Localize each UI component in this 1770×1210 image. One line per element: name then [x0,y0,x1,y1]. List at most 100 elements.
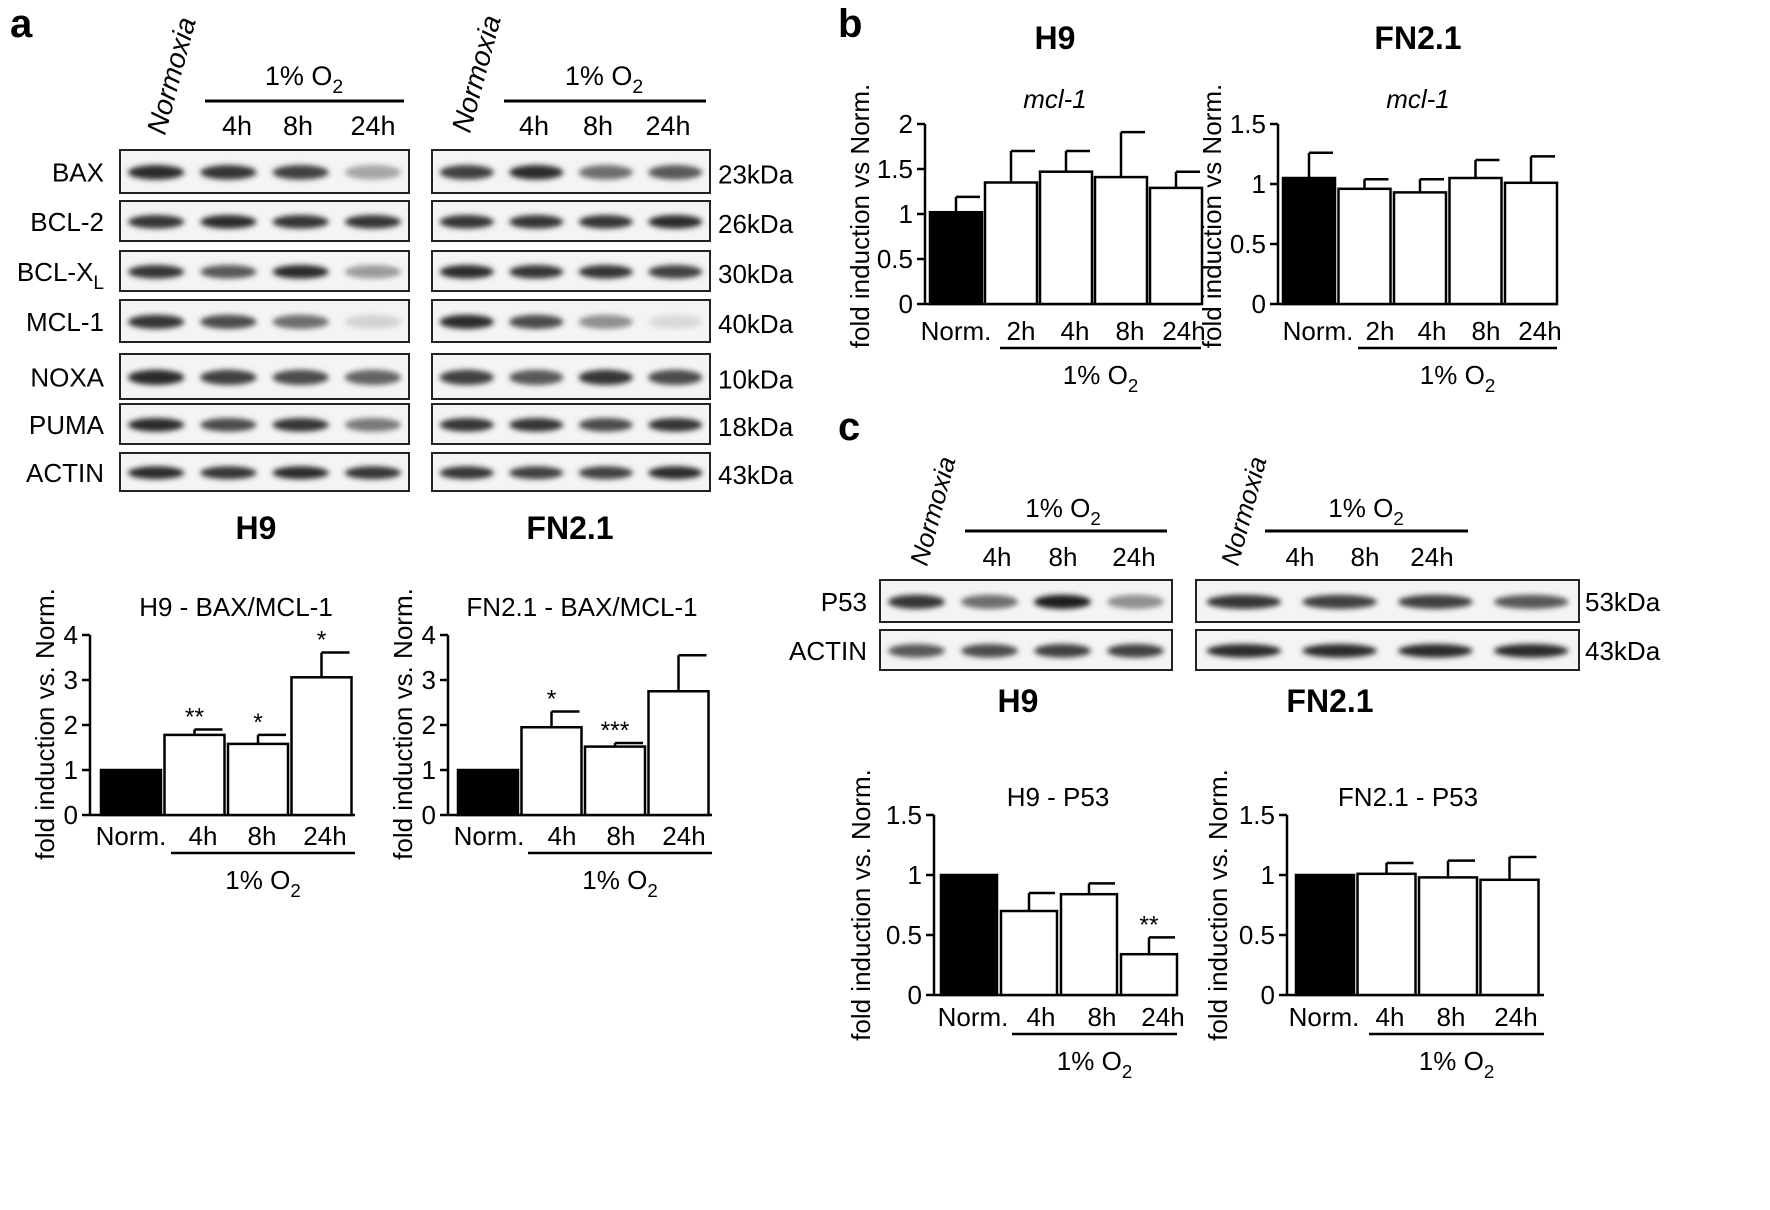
blot-h9-bcl-x-band [344,265,402,279]
blot-c-h9-p53-band [1107,594,1164,609]
blot-fn21-mcl-1-band [439,314,494,329]
blot-h9-bax [119,149,410,194]
panel-letter-c: c [838,405,861,449]
normoxia-label: Normoxia [1215,453,1273,568]
x-tick-label: 24h [1518,316,1561,346]
y-tick-label: 0.5 [886,920,922,950]
blot-fn21-actin-band [509,466,564,480]
blot-fn21-noxa-band [439,369,494,386]
kda-label: 30kDa [718,259,794,289]
chart-c-h9: 0 0.5 1 1.5 Norm. 4h 8h ** 24h 1% O2 fold inductio… [846,769,1185,1082]
chart-title: FN2.1 [1374,20,1461,56]
x-tick-label: Norm. [1283,316,1354,346]
y-tick-label: 1 [1252,169,1266,199]
chart-title: FN2.1 - P53 [1338,782,1478,812]
blot-fn21-bax-band [578,165,633,180]
blot-fn21-bcl-2-band [578,215,633,229]
x-tick-label: 4h [189,821,218,851]
bar-Norm. [99,768,163,817]
y-tick-label: 1.5 [1239,800,1275,830]
blot-h9-bcl-2-band [127,215,185,229]
significance-label: * [253,710,263,737]
chart-subtitle: mcl-1 [1023,84,1087,114]
time-label: 24h [350,111,395,141]
bar-24h [290,676,353,817]
blot-h9-mcl-1 [119,299,410,343]
y-axis-label: fold induction vs. Norm. [846,769,876,1041]
protein-label: NOXA [30,363,104,393]
y-tick-label: 0 [422,800,436,830]
bar-Norm. [939,873,999,997]
blot-h9-puma [119,403,410,445]
blot-c-fn21-actin-band [1302,644,1377,658]
bar-8h [1093,175,1149,306]
kda-label: 43kDa [718,460,794,490]
bar-Norm. [1294,873,1356,997]
blot-fn21-bcl-2-band [439,215,494,229]
blot-fn21-puma-band [648,418,703,432]
y-axis-label: fold induction vs. Norm. [30,588,60,860]
y-tick-label: 0 [1261,980,1275,1010]
x-tick-label: 24h [1141,1002,1184,1032]
significance-label: ** [1139,912,1159,939]
bar-8h [583,745,647,817]
blot-h9-puma-band [272,418,329,432]
protein-label: BCL-2 [30,207,104,237]
kda-label: 10kDa [718,365,794,395]
bar-8h [1417,876,1479,997]
x-tick-label: 24h [662,821,705,851]
blot-h9-bcl-2-band [272,215,329,229]
x-tick-label: Norm. [454,821,525,851]
blot-h9-mcl-1-band [200,314,257,329]
bar-24h [1479,878,1540,997]
y-tick-label: 1 [422,755,436,785]
y-tick-label: 1 [899,199,913,229]
x-tick-label: 2h [1366,316,1395,346]
x-tick-label: Norm. [96,821,167,851]
blot-c-fn21-p53-band [1493,594,1569,609]
cell-line-label: FN2.1 [526,510,613,546]
blot-h9-mcl-1-band [127,314,185,329]
y-tick-label: 4 [64,620,78,650]
y-tick-label: 1 [64,755,78,785]
chart-title: H9 [1035,20,1076,56]
y-tick-label: 2 [899,109,913,139]
hypoxia-header-label: 1% O2 [1328,493,1403,529]
blot-h9-actin-band [200,466,257,480]
x-tick-label: 4h [1418,316,1447,346]
protein-label: MCL-1 [26,307,104,337]
protein-label: ACTIN [789,636,867,666]
normoxia-label: Normoxia [446,12,507,136]
blot-h9-bcl-x-band [200,265,257,279]
blot-fn21-puma [431,403,711,445]
y-tick-label: 3 [64,665,78,695]
y-tick-label: 1.5 [1230,109,1266,139]
blot-fn21-bcl-x-band [648,265,703,279]
bar-24h [1119,952,1179,997]
blot-h9-mcl-1-band [272,314,329,329]
blot-fn21-noxa-band [509,369,564,386]
blot-h9-puma-band [200,418,257,432]
time-label: 24h [645,111,690,141]
blot-c-fn21-p53-band [1206,594,1282,609]
protein-label: P53 [821,587,867,617]
blot-c-h9-actin [879,629,1173,671]
y-tick-label: 0.5 [877,244,913,274]
chart-subtitle: mcl-1 [1386,84,1450,114]
protein-label: ACTIN [26,458,104,488]
chart-title: H9 - BAX/MCL-1 [139,592,333,622]
y-tick-label: 0 [899,289,913,319]
blot-fn21-bcl-x-band [439,265,494,279]
blot-c-h9-p53-band [888,594,945,609]
y-axis-label: fold induction vs Norm. [845,84,875,348]
blot-h9-bax-band [200,165,257,180]
time-label: 8h [283,111,313,141]
blot-fn21-bax [431,149,711,194]
kda-label: 40kDa [718,309,794,339]
bar-24h [1503,181,1559,306]
blot-c-fn21-actin-band [1493,644,1569,658]
time-label: 8h [583,111,613,141]
x-tick-label: 8h [607,821,636,851]
